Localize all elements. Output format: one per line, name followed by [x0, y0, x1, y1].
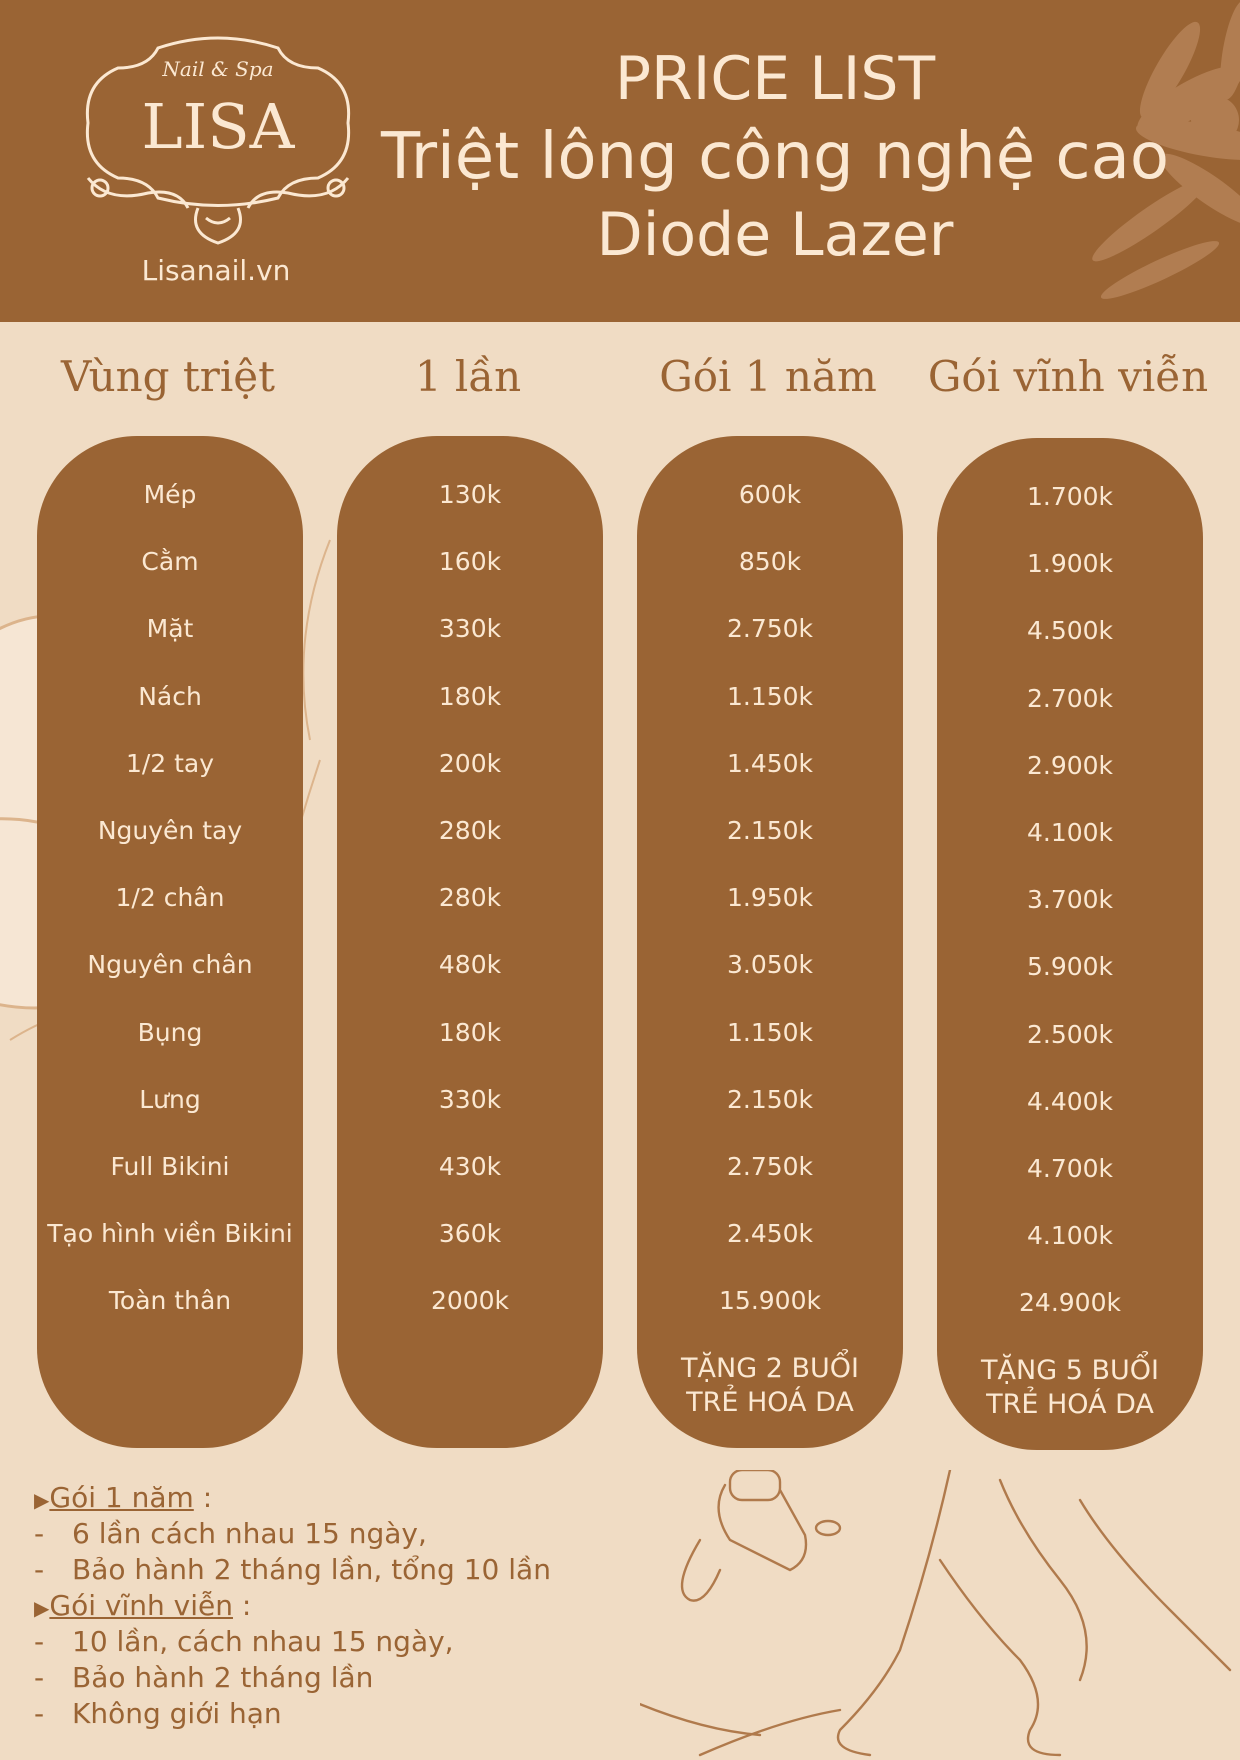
cell-single-price: 480k	[438, 950, 502, 980]
note-text: Bảo hành 2 tháng lần, tổng 10 lần	[72, 1553, 551, 1586]
cell-single-price: 180k	[438, 681, 502, 711]
note-year-item-1: -6 lần cách nhau 15 ngày,	[34, 1516, 427, 1552]
dash-bullet: -	[34, 1553, 45, 1586]
cell-forever-price: 5.900k	[1026, 952, 1114, 982]
flower-decoration-icon	[1092, 0, 1240, 299]
cell-year-price: 3.050k	[726, 950, 814, 980]
cell-year-price: 2.750k	[726, 614, 814, 644]
cell-forever-price: 2.500k	[1026, 1019, 1114, 1049]
cell-year-price: 850k	[738, 547, 802, 577]
cell-area: Nguyên chân	[87, 950, 253, 980]
title-line-3: Diode Lazer	[596, 200, 954, 270]
note-text: 10 lần, cách nhau 15 ngày,	[72, 1625, 454, 1658]
cell-area: Lưng	[139, 1084, 201, 1114]
single-price-column	[337, 436, 603, 1448]
note-forever-item-1: -10 lần, cách nhau 15 ngày,	[34, 1624, 454, 1660]
note-year-colon: :	[193, 1481, 213, 1514]
legs-laser-illustration-icon	[640, 1470, 1232, 1757]
cell-year-price: 1.950k	[726, 883, 814, 913]
title-line-1: PRICE LIST	[614, 44, 936, 114]
bonus-forever-line-1: TẶNG 5 BUỔI	[981, 1355, 1159, 1386]
logo-small-text: Nail & Spa	[161, 57, 273, 81]
cell-area: Nách	[138, 681, 202, 711]
dash-bullet: -	[34, 1517, 45, 1550]
dash-bullet: -	[34, 1661, 45, 1694]
cell-single-price: 360k	[438, 1219, 502, 1249]
cell-forever-price: 2.700k	[1026, 683, 1114, 713]
area-column	[37, 436, 303, 1448]
cell-forever-price: 3.700k	[1026, 885, 1114, 915]
cell-year-price: 2.750k	[726, 1152, 814, 1181]
cell-forever-price: 1.900k	[1026, 549, 1114, 579]
cell-forever-price: 2.900k	[1026, 750, 1114, 780]
cell-single-price: 430k	[438, 1152, 502, 1181]
cell-single-price: 330k	[438, 1084, 502, 1114]
cell-forever-price: 4.700k	[1026, 1154, 1114, 1183]
forever-price-column	[937, 438, 1203, 1450]
arrow-right-icon: ▶	[34, 1596, 50, 1620]
cell-year-price: 2.450k	[726, 1219, 814, 1249]
cell-year-price: 2.150k	[726, 816, 814, 845]
cell-area: 1/2 chân	[115, 883, 225, 913]
logo-big-text: LISA	[142, 90, 296, 163]
cell-area: Mặt	[146, 614, 194, 644]
lisa-logo: Nail & Spa LISA	[85, 36, 351, 245]
cell-single-price: 180k	[438, 1017, 502, 1047]
cell-area: Toàn thân	[108, 1286, 232, 1316]
cell-year-price: 600k	[738, 480, 802, 509]
note-text: 6 lần cách nhau 15 ngày,	[72, 1517, 427, 1550]
note-forever-colon: :	[232, 1589, 252, 1622]
cell-area: Mép	[143, 480, 197, 509]
cell-year-price: 1.150k	[726, 681, 814, 711]
cell-single-price: 2000k	[430, 1286, 510, 1316]
cell-area: Nguyên tay	[97, 816, 243, 845]
cell-year-price: 1.450k	[726, 748, 814, 778]
note-text: Không giới hạn	[72, 1697, 282, 1730]
cell-single-price: 330k	[438, 614, 502, 644]
cell-single-price: 200k	[438, 748, 502, 778]
column-header-single: 1 lần	[414, 352, 522, 401]
note-year-heading: ▶Gói 1 năm :	[34, 1480, 212, 1518]
cell-area: 1/2 tay	[125, 748, 215, 778]
cell-area: Cằm	[141, 547, 199, 577]
note-forever-item-2: - Bảo hành 2 tháng lần	[34, 1660, 373, 1696]
cell-single-price: 130k	[438, 480, 502, 509]
cell-year-price: 2.150k	[726, 1084, 814, 1114]
cell-forever-price: 4.100k	[1026, 818, 1114, 847]
arrow-right-icon: ▶	[34, 1488, 50, 1512]
cell-forever-price: 4.500k	[1026, 616, 1114, 646]
cell-forever-price: 4.100k	[1026, 1221, 1114, 1251]
cell-area: Full Bikini	[110, 1152, 230, 1181]
cell-single-price: 280k	[438, 816, 502, 845]
title-line-2: Triệt lông công nghệ cao	[381, 120, 1169, 194]
dash-bullet: -	[34, 1625, 45, 1658]
bonus-forever-line-2: TRẺ HOÁ DA	[986, 1389, 1154, 1420]
cell-single-price: 160k	[438, 547, 502, 577]
header-banner: Nail & Spa LISA Lisanail.vn PRICE LIST T…	[0, 0, 1240, 322]
cell-area: Bụng	[137, 1017, 203, 1047]
cell-year-price: 1.150k	[726, 1017, 814, 1047]
dash-bullet: -	[34, 1697, 45, 1730]
note-year-title: Gói 1 năm	[49, 1481, 194, 1514]
cell-area: Tạo hình viền Bikini	[47, 1219, 293, 1249]
column-header-forever: Gói vĩnh viễn	[927, 352, 1209, 401]
cell-forever-price: 1.700k	[1026, 482, 1114, 511]
note-year-item-2: - Bảo hành 2 tháng lần, tổng 10 lần	[34, 1552, 551, 1588]
note-forever-heading: ▶Gói vĩnh viễn :	[34, 1588, 251, 1626]
column-header-year: Gói 1 năm	[659, 352, 877, 401]
bonus-year-line-2: TRẺ HOÁ DA	[686, 1387, 854, 1418]
column-header-area: Vùng triệt	[60, 352, 276, 401]
cell-forever-price: 24.900k	[1019, 1288, 1121, 1318]
note-forever-item-3: - Không giới hạn	[34, 1696, 282, 1732]
cell-forever-price: 4.400k	[1026, 1086, 1114, 1116]
website-url: Lisanail.vn	[141, 254, 291, 287]
year-price-column	[637, 436, 903, 1448]
note-forever-title: Gói vĩnh viễn	[49, 1589, 233, 1622]
bonus-year-line-1: TẶNG 2 BUỔI	[681, 1353, 859, 1384]
cell-year-price: 15.900k	[719, 1286, 821, 1316]
note-text: Bảo hành 2 tháng lần	[72, 1661, 374, 1694]
cell-single-price: 280k	[438, 883, 502, 913]
